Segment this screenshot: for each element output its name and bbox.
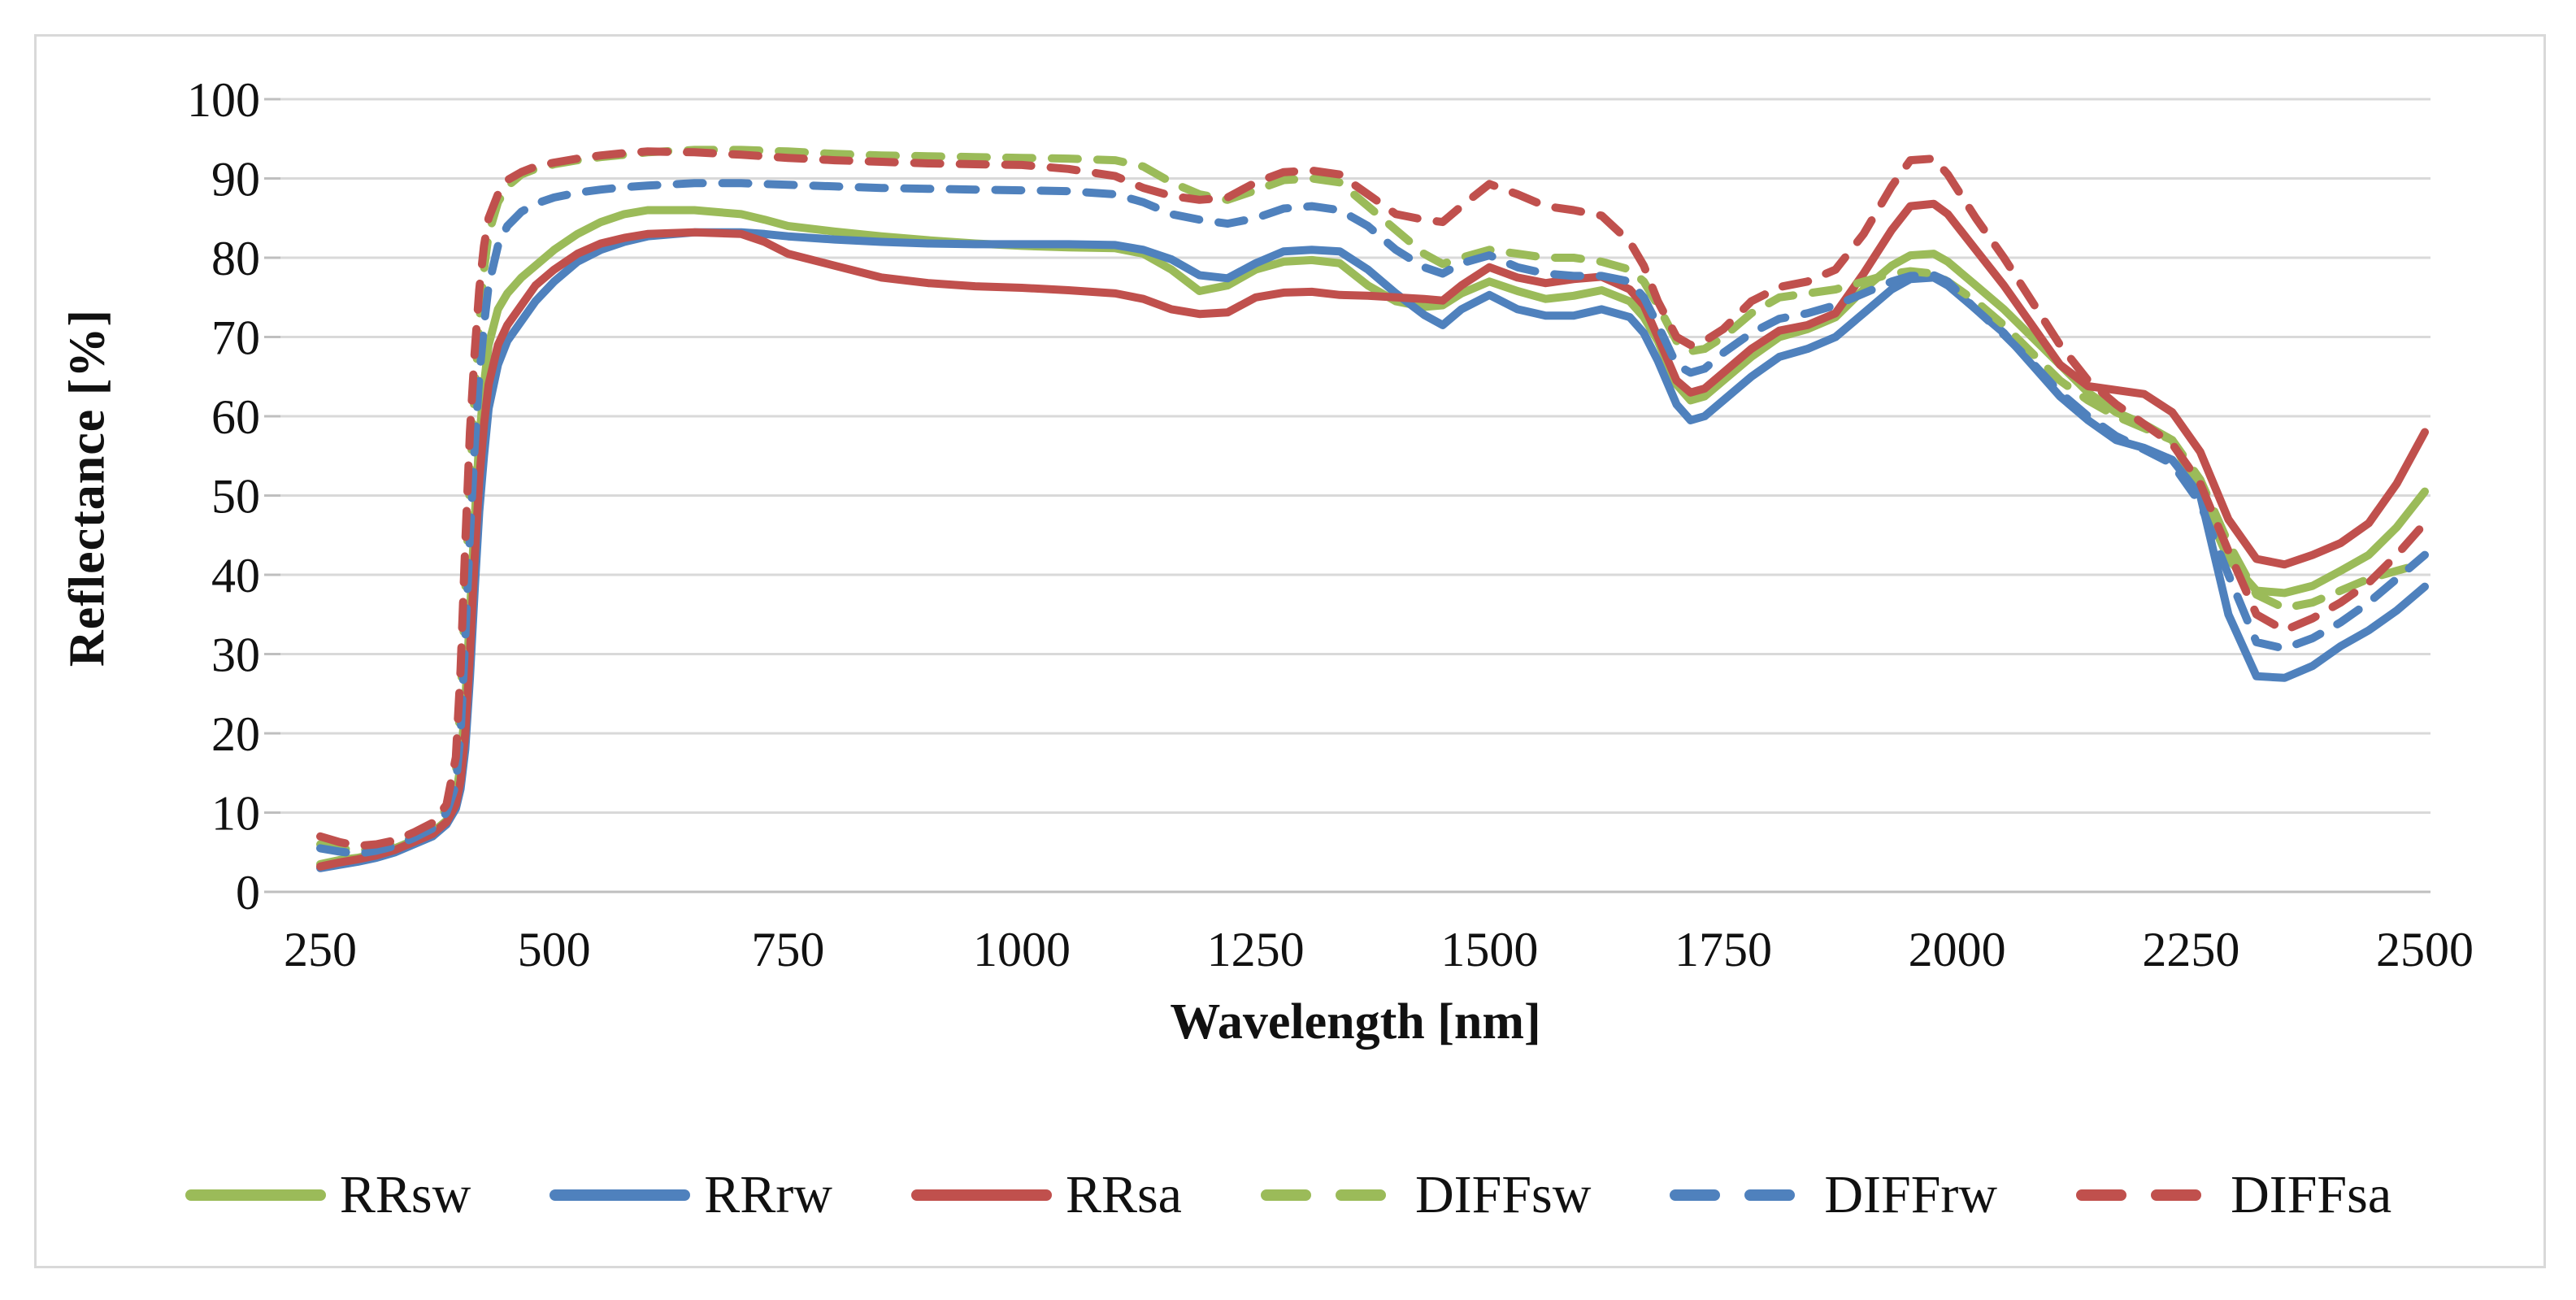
chart-frame <box>34 34 2546 1268</box>
legend-label: DIFFsa <box>2231 1165 2392 1224</box>
x-tick-label: 2500 <box>2376 923 2474 976</box>
x-tick-label: 1250 <box>1207 923 1305 976</box>
series-line-DIFFrw <box>316 179 2429 859</box>
y-tick-label: 70 <box>211 311 260 365</box>
legend-item-DIFFsw: DIFFsw <box>1260 1168 1591 1222</box>
series-line-RRsw <box>316 206 2429 868</box>
legend-swatch-dashed <box>1670 1189 1811 1201</box>
legend-label: RRsa <box>1065 1165 1182 1224</box>
legend-item-RRrw: RRrw <box>549 1168 832 1222</box>
series-line-RRrw <box>316 228 2429 872</box>
legend-item-DIFFsa: DIFFsa <box>2075 1168 2391 1222</box>
series-line-RRsa <box>316 199 2429 871</box>
x-tick-label: 1000 <box>973 923 1071 976</box>
y-tick-label: 0 <box>236 866 260 920</box>
x-tick-label: 750 <box>751 923 824 976</box>
x-tick-label: 250 <box>284 923 357 976</box>
x-tick-label: 1500 <box>1440 923 1538 976</box>
legend-item-RRsw: RRsw <box>185 1168 471 1222</box>
legend-swatch-dashed <box>1260 1189 1401 1201</box>
series-line-DIFFsa <box>316 147 2429 850</box>
legend-swatch-dashed <box>2076 1189 2218 1201</box>
series-line-DIFFsw <box>316 146 2429 855</box>
y-tick-label: 20 <box>211 707 260 761</box>
y-tick-label: 50 <box>211 470 260 524</box>
y-tick-label: 80 <box>211 232 260 285</box>
x-tick-label: 500 <box>518 923 591 976</box>
legend-item-DIFFrw: DIFFrw <box>1669 1168 1997 1222</box>
y-tick-label: 100 <box>187 73 260 127</box>
legend-item-RRsa: RRsa <box>910 1168 1182 1222</box>
y-axis-title: Reflectance [%] <box>59 308 115 667</box>
legend-swatch-solid <box>910 1189 1052 1201</box>
legend-label: RRrw <box>704 1165 832 1224</box>
legend: RRsw RRrw RRsa DIFFsw DIFFrw DIFFsa <box>0 1134 2576 1256</box>
legend-swatch-solid <box>550 1189 691 1201</box>
y-tick-label: 90 <box>211 153 260 207</box>
legend-label: RRsw <box>339 1165 471 1224</box>
x-axis-title: Wavelength [nm] <box>1170 994 1541 1050</box>
x-tick-label: 2000 <box>1909 923 2006 976</box>
y-tick-label: 10 <box>211 787 260 841</box>
y-tick-label: 40 <box>211 549 260 602</box>
legend-label: DIFFrw <box>1824 1165 1998 1224</box>
y-tick-label: 30 <box>211 628 260 682</box>
legend-label: DIFFsw <box>1414 1165 1592 1224</box>
x-tick-label: 2250 <box>2142 923 2239 976</box>
y-tick-label: 60 <box>211 390 260 444</box>
x-tick-label: 1750 <box>1675 923 1772 976</box>
legend-swatch-solid <box>185 1189 326 1201</box>
